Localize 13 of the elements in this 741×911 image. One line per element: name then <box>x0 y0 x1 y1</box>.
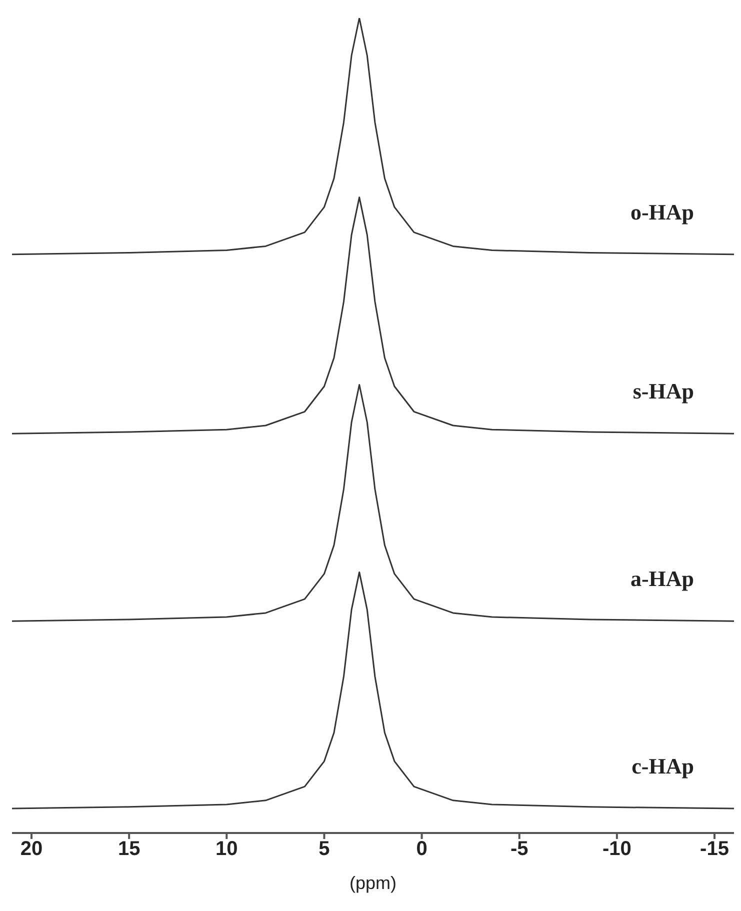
x-tick-label: 20 <box>20 838 43 860</box>
x-tick-label: 5 <box>318 838 330 860</box>
series-label: c-HAp <box>632 754 694 779</box>
x-tick-label: -5 <box>510 838 528 860</box>
series-label: a-HAp <box>630 566 694 592</box>
x-tick-label: -15 <box>700 838 729 860</box>
x-tick-label: 15 <box>118 838 140 860</box>
x-tick-label: -10 <box>602 838 632 860</box>
series-label: o-HAp <box>630 199 694 224</box>
x-axis-title: (ppm) <box>349 873 397 893</box>
series-label: s-HAp <box>632 378 694 404</box>
x-tick-label: 10 <box>216 838 238 860</box>
x-tick-label: 0 <box>416 838 428 860</box>
